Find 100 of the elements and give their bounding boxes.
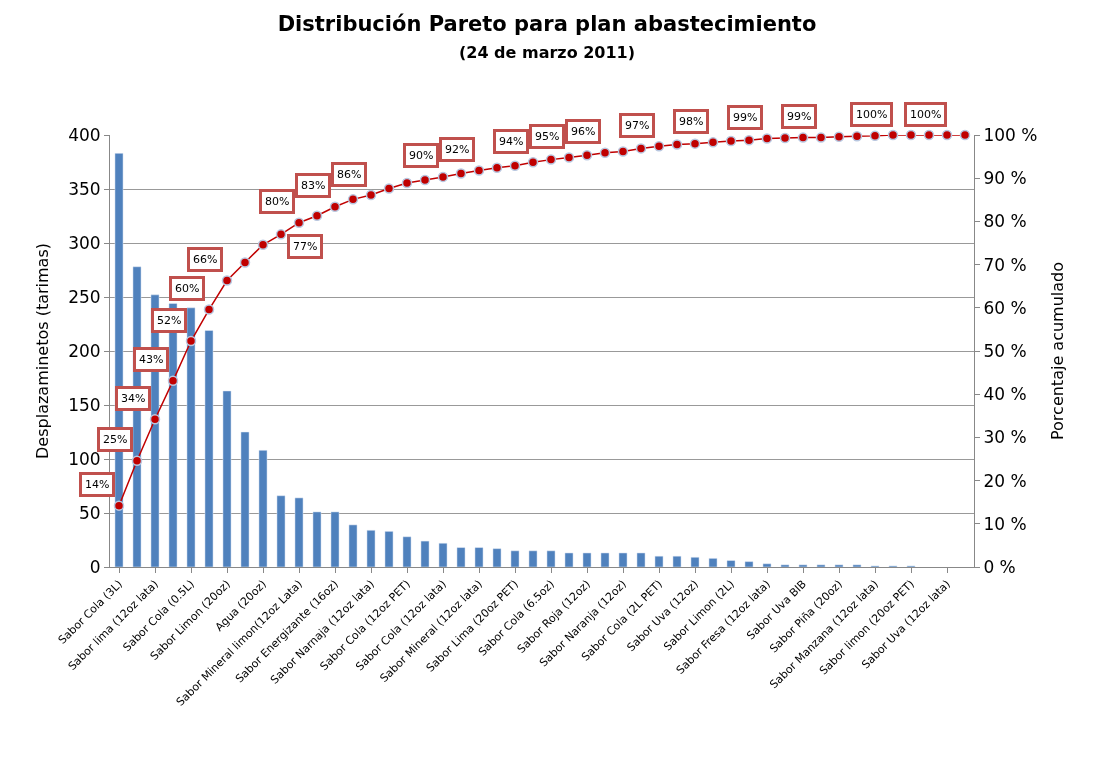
point — [959, 129, 971, 141]
point — [311, 210, 323, 222]
bar — [420, 540, 430, 567]
bar — [600, 552, 610, 567]
bar — [672, 555, 682, 567]
y2-tick-label: 30 % — [983, 427, 1027, 448]
bar — [618, 552, 628, 567]
bar — [240, 431, 250, 567]
point — [563, 152, 575, 163]
point — [635, 143, 647, 154]
y2-tick-label: 70 % — [983, 254, 1027, 275]
data-label: 99% — [787, 110, 812, 123]
point — [923, 129, 935, 141]
point — [815, 132, 827, 143]
bar — [528, 550, 538, 567]
bar — [276, 495, 286, 567]
data-label: 83% — [301, 179, 326, 192]
point — [761, 133, 773, 144]
y2-tick-label: 20 % — [983, 470, 1027, 491]
bar — [204, 330, 214, 567]
point — [185, 335, 197, 347]
y-tick-label: 50 — [78, 502, 101, 523]
bar — [798, 564, 808, 567]
bar — [294, 497, 304, 567]
point — [383, 183, 395, 194]
data-label: 95% — [535, 130, 560, 143]
point — [437, 171, 449, 183]
bar — [258, 450, 268, 567]
point — [599, 147, 611, 158]
bar — [456, 547, 466, 567]
data-label: 94% — [499, 135, 524, 148]
point — [941, 129, 953, 141]
point — [833, 131, 845, 142]
bar — [474, 547, 484, 567]
point — [671, 139, 683, 150]
point — [887, 129, 899, 141]
point — [581, 150, 593, 161]
point — [419, 174, 431, 186]
data-label: 43% — [139, 353, 164, 366]
point — [203, 304, 215, 315]
y2-tick-label: 50 % — [983, 340, 1027, 361]
point — [401, 177, 413, 189]
y2-tick-label: 100 % — [983, 124, 1038, 145]
point — [779, 132, 791, 144]
bar — [852, 564, 862, 567]
chart-title: Distribución Pareto para plan abastecimiento — [277, 11, 817, 36]
point — [545, 154, 557, 165]
data-label: 34% — [121, 392, 146, 405]
y2-tick-label: 60 % — [983, 297, 1027, 318]
y-tick-label: 100 — [68, 448, 101, 469]
bar — [330, 511, 340, 567]
bar — [744, 561, 754, 567]
point — [365, 189, 377, 201]
point — [239, 257, 251, 268]
y-tick-label: 250 — [68, 286, 101, 307]
data-label: 96% — [571, 125, 596, 138]
bar — [654, 555, 664, 567]
point — [689, 138, 701, 149]
y2-axis-title: Porcentaje acumulado — [1048, 262, 1068, 440]
bar — [582, 552, 592, 567]
bar — [834, 564, 844, 567]
bar — [492, 548, 502, 567]
bar — [384, 531, 394, 567]
y2-tick-label: 0 % — [983, 556, 1016, 577]
bar — [690, 557, 700, 567]
bar — [438, 542, 448, 567]
bar — [762, 563, 772, 567]
y2-tick-label: 10 % — [983, 513, 1027, 534]
y-tick-label: 350 — [68, 178, 101, 199]
bar — [312, 511, 322, 567]
point — [905, 129, 917, 141]
bar — [726, 560, 736, 567]
data-label: 99% — [733, 111, 758, 124]
chart-subtitle: (24 de marzo 2011) — [458, 42, 636, 62]
y2-tick-label: 80 % — [983, 211, 1027, 232]
bar — [366, 530, 376, 567]
point — [329, 201, 341, 212]
data-label: 98% — [679, 115, 704, 128]
bar — [564, 552, 574, 567]
y-tick-label: 200 — [68, 340, 101, 361]
point — [347, 194, 359, 205]
point — [293, 217, 305, 228]
data-label: 92% — [445, 143, 470, 156]
bar — [222, 390, 232, 567]
y2-tick-label: 40 % — [983, 384, 1027, 405]
point — [257, 239, 269, 250]
bar — [186, 307, 196, 567]
point — [491, 162, 503, 174]
data-label: 100% — [856, 108, 888, 121]
bar — [780, 564, 790, 567]
bar — [546, 550, 556, 567]
bar — [402, 536, 412, 567]
point — [797, 132, 809, 143]
point — [743, 134, 755, 146]
y-tick-label: 400 — [68, 124, 101, 145]
point — [617, 146, 629, 157]
point — [851, 131, 863, 142]
point — [221, 275, 233, 286]
bar — [348, 524, 358, 567]
data-label: 60% — [175, 282, 200, 295]
